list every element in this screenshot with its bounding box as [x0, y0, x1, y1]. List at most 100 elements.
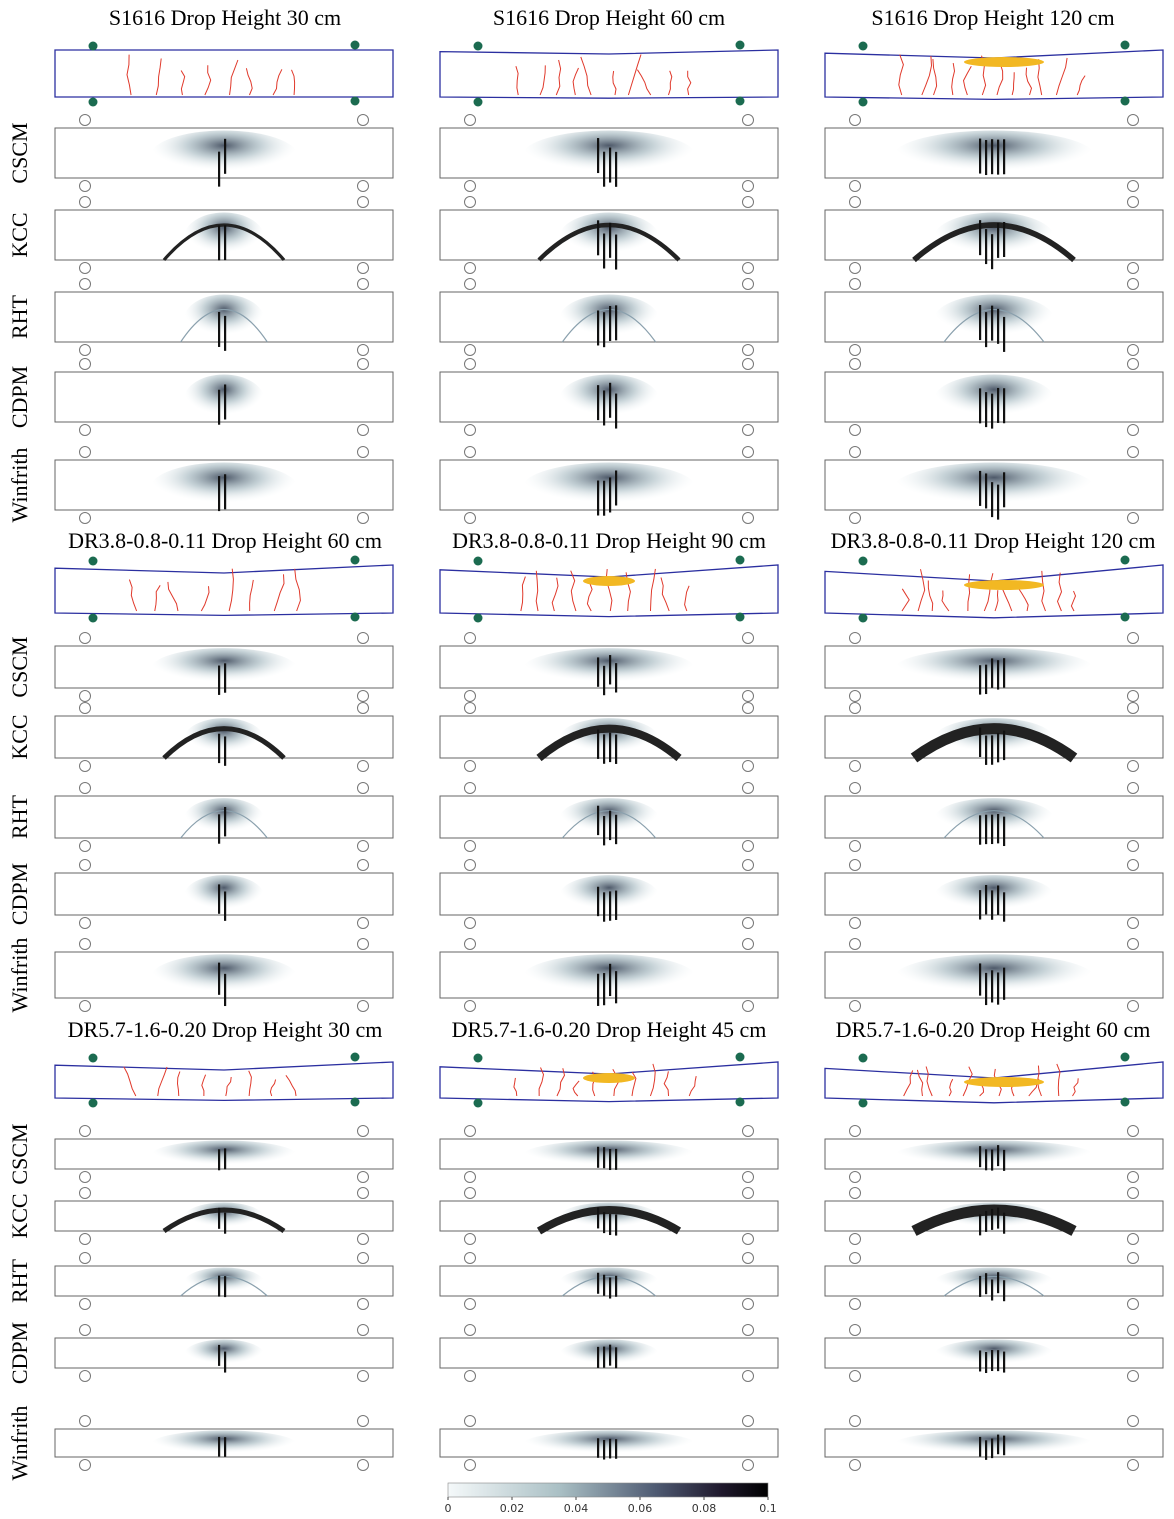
support — [80, 1253, 91, 1264]
support-marker — [1121, 613, 1130, 622]
damage-crack — [997, 1272, 999, 1293]
damage-crack — [218, 225, 220, 260]
support — [850, 703, 861, 714]
damage-field — [934, 1340, 1054, 1370]
damage-field — [934, 295, 1054, 345]
support — [465, 1371, 476, 1382]
damage-crack — [997, 485, 999, 520]
support-marker — [859, 98, 868, 107]
support — [850, 1234, 861, 1245]
damage-crack — [609, 306, 611, 341]
damage-crack — [609, 477, 611, 512]
panel-title: DR5.7-1.6-0.20 Drop Height 30 cm — [68, 1017, 383, 1042]
damage-crack — [609, 1439, 611, 1459]
damage-crack — [597, 385, 599, 420]
damage-field — [151, 648, 298, 690]
support — [743, 1234, 754, 1245]
support — [358, 1126, 369, 1137]
damage-crack — [979, 963, 981, 995]
support — [743, 1299, 754, 1310]
support — [465, 783, 476, 794]
support-marker — [1121, 556, 1130, 565]
support — [743, 783, 754, 794]
support — [358, 359, 369, 370]
damage-crack — [609, 655, 611, 684]
damage-crack — [597, 1147, 599, 1168]
support — [1128, 761, 1139, 772]
damage-crack — [997, 140, 999, 175]
colorbar-tick-label: 0.04 — [564, 1502, 589, 1515]
damage-crack — [991, 1350, 993, 1371]
support-marker — [736, 1098, 745, 1107]
support — [743, 425, 754, 436]
crushed-zone — [964, 580, 1044, 590]
damage-field — [934, 1268, 1054, 1298]
support — [1128, 691, 1139, 702]
damage-crack — [597, 730, 599, 759]
damage-field — [151, 1141, 298, 1171]
damage-crack — [985, 140, 987, 175]
support — [1128, 841, 1139, 852]
support — [358, 1253, 369, 1264]
support — [358, 691, 369, 702]
support — [465, 1188, 476, 1199]
support — [1128, 1253, 1139, 1264]
crushed-zone — [583, 576, 635, 586]
damage-crack — [1003, 1436, 1005, 1456]
damage-crack — [991, 394, 993, 429]
support-marker — [859, 1054, 868, 1063]
damage-crack — [979, 1146, 981, 1167]
damage-crack — [218, 476, 220, 511]
support — [80, 447, 91, 458]
row-label: CSCM — [7, 636, 32, 697]
damage-crack — [597, 481, 599, 516]
support — [465, 1001, 476, 1012]
damage-crack — [991, 890, 993, 919]
damage-crack — [985, 1149, 987, 1170]
support — [1128, 1001, 1139, 1012]
damage-crack — [597, 1347, 599, 1368]
support — [80, 1188, 91, 1199]
damage-crack — [1003, 388, 1005, 423]
damage-crack — [609, 383, 611, 418]
support-marker — [89, 1054, 98, 1063]
support — [358, 345, 369, 356]
support-marker — [351, 613, 360, 622]
support — [850, 1172, 861, 1183]
damage-crack — [985, 392, 987, 427]
support — [1128, 115, 1139, 126]
support — [1128, 1126, 1139, 1137]
support — [743, 181, 754, 192]
support — [358, 279, 369, 290]
damage-crack — [997, 388, 999, 423]
damage-crack — [218, 1437, 220, 1457]
row-label: CSCM — [7, 1123, 32, 1184]
support — [1128, 1188, 1139, 1199]
support — [358, 703, 369, 714]
support-marker — [736, 97, 745, 106]
damage-crack — [615, 1439, 617, 1459]
damage-crack — [615, 735, 617, 764]
support — [80, 633, 91, 644]
support — [358, 115, 369, 126]
support — [465, 1325, 476, 1336]
support — [465, 633, 476, 644]
damage-crack — [979, 1214, 981, 1235]
damage-crack — [603, 1440, 605, 1460]
support-marker — [859, 614, 868, 623]
damage-crack — [979, 139, 981, 174]
support — [80, 1299, 91, 1310]
support — [743, 263, 754, 274]
support — [1128, 279, 1139, 290]
support — [80, 939, 91, 950]
support — [358, 197, 369, 208]
damage-crack — [1003, 817, 1005, 846]
support-marker — [89, 1099, 98, 1108]
damage-crack — [218, 152, 220, 187]
support — [80, 761, 91, 772]
support — [358, 513, 369, 524]
damage-crack — [1003, 1352, 1005, 1373]
support — [465, 918, 476, 929]
support — [465, 447, 476, 458]
support — [358, 425, 369, 436]
